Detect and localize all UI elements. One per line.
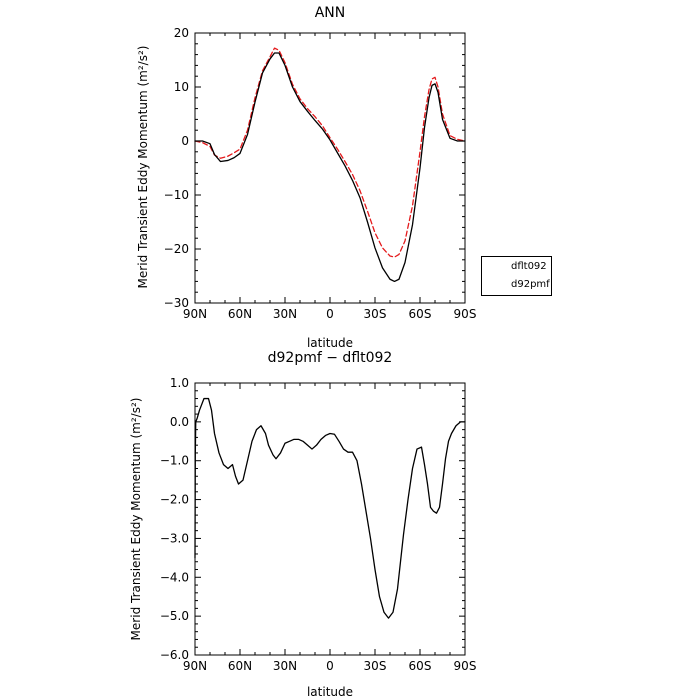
legend: dflt092 d92pmf (481, 256, 552, 296)
legend-label-d92pmf: d92pmf (511, 279, 550, 290)
top-x-tick-label: 30S (364, 307, 387, 321)
top-y-tick-label: 10 (174, 80, 189, 94)
bottom-y-tick-label: −1.0 (160, 454, 189, 468)
top-y-tick-label: −10 (164, 188, 189, 202)
top-x-tick-label: 0 (326, 307, 334, 321)
bottom-tick-labels: 90N 60N 30N 0 30S 60S 90S 1.0 0.0 −1.0 −2.0 −3.0 −4.… (160, 376, 477, 673)
bottom-chart-title: d92pmf − dflt092 (268, 350, 393, 366)
top-x-tick-label: 60S (409, 307, 432, 321)
bottom-x-tick-label: 90S (454, 659, 477, 673)
bottom-panel: d92pmf − dflt092 Merid Transient Eddy Mo… (129, 350, 476, 699)
top-series-line-dflt092 (194, 47, 466, 258)
bottom-x-axis-label: latitude (307, 685, 353, 699)
bottom-y-tick-label: 0.0 (170, 415, 189, 429)
top-x-tick-label: 60N (228, 307, 252, 321)
top-ticks (194, 32, 466, 304)
top-y-tick-label: −20 (164, 242, 189, 256)
legend-label-dflt092: dflt092 (511, 261, 547, 272)
top-x-tick-label: 30N (273, 307, 297, 321)
bottom-y-axis-label: Merid Transient Eddy Momentum (m²/s²) (129, 398, 143, 641)
legend-item-d92pmf: d92pmf (482, 277, 553, 295)
top-series-line-d92pmf (194, 52, 466, 283)
top-x-tick-label: 90N (183, 307, 207, 321)
top-x-axis-label: latitude (307, 336, 353, 350)
bottom-y-tick-label: 1.0 (170, 376, 189, 390)
bottom-x-tick-label: 60S (409, 659, 432, 673)
bottom-ticks (194, 382, 466, 656)
top-tick-labels: 90N 60N 30N 0 30S 60S 90S 20 10 0 −10 −20 −30 (164, 26, 477, 321)
bottom-plot-frame (194, 382, 466, 656)
bottom-y-tick-label: −4.0 (160, 570, 189, 584)
bottom-series (194, 397, 466, 619)
bottom-x-tick-label: 90N (183, 659, 207, 673)
bottom-x-tick-label: 30N (273, 659, 297, 673)
top-y-tick-label: −30 (164, 296, 189, 310)
bottom-x-tick-label: 30S (364, 659, 387, 673)
bottom-series-line-difference (194, 397, 466, 619)
top-panel: ANN Merid Transient Eddy Momentum (m²/s²… (136, 5, 476, 350)
bottom-y-tick-label: −6.0 (160, 648, 189, 662)
top-x-tick-label: 90S (454, 307, 477, 321)
bottom-y-tick-label: −3.0 (160, 531, 189, 545)
top-series (194, 47, 466, 283)
top-y-axis-label: Merid Transient Eddy Momentum (m²/s²) (136, 46, 150, 289)
top-plot-frame (194, 32, 466, 304)
bottom-x-tick-label: 0 (326, 659, 334, 673)
top-y-tick-label: 20 (174, 26, 189, 40)
top-chart-title: ANN (315, 5, 346, 21)
bottom-x-tick-label: 60N (228, 659, 252, 673)
top-y-tick-label: 0 (181, 134, 189, 148)
legend-item-dflt092: dflt092 (482, 259, 553, 277)
bottom-y-tick-label: −5.0 (160, 609, 189, 623)
bottom-y-tick-label: −2.0 (160, 493, 189, 507)
